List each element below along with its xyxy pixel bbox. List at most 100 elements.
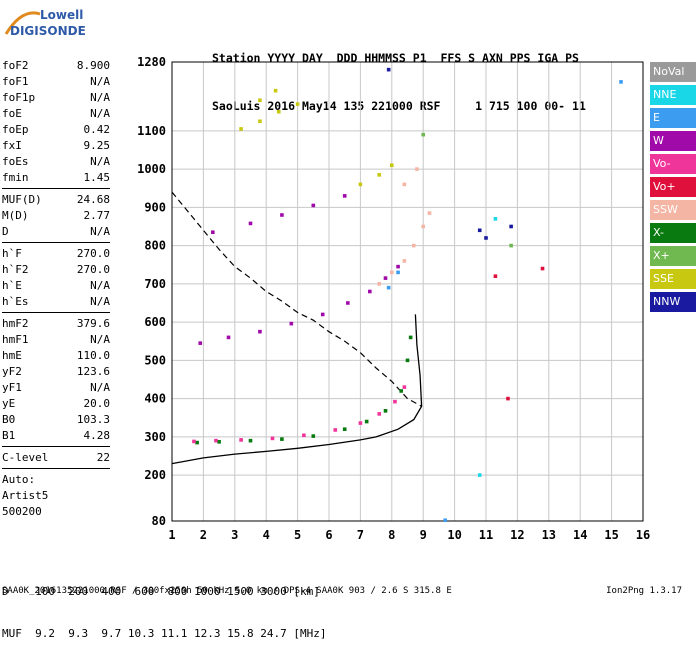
- param-key: h`F: [2, 247, 22, 260]
- data-point: [377, 412, 382, 416]
- data-point: [509, 243, 513, 248]
- data-point: [273, 88, 278, 93]
- param-key: foF2: [2, 59, 29, 72]
- param-key: fxI: [2, 139, 22, 152]
- data-point: [342, 427, 347, 431]
- param-row: hmF1 N/A: [2, 332, 110, 348]
- data-point: [198, 341, 203, 345]
- logo-swoosh-icon: [4, 11, 41, 35]
- data-point: [443, 518, 447, 523]
- legend-item: X-: [650, 223, 696, 243]
- param-row: foEp 0.42: [2, 122, 110, 138]
- y-tick-label: 200: [144, 468, 166, 482]
- y-tick-label: 300: [144, 430, 166, 444]
- x-tick-label: 3: [231, 528, 238, 542]
- data-point: [383, 409, 388, 413]
- legend-item: Vo-: [650, 154, 696, 174]
- param-value: 123.6: [76, 365, 110, 378]
- param-divider: [2, 188, 110, 189]
- legend-item: E: [650, 108, 696, 128]
- param-row: C-level 22: [2, 450, 110, 466]
- parameter-panel: foF2 8.900 foF1 N/A foF1p N/A foE N/A foEp 0.42 fx…: [2, 58, 110, 520]
- y-tick-label: 800: [144, 239, 166, 253]
- data-point: [477, 228, 482, 233]
- param-row: MUF(D) 24.68: [2, 192, 110, 208]
- data-point: [493, 274, 498, 278]
- autoscale-text: 500200: [2, 505, 42, 518]
- param-key: foE: [2, 107, 22, 120]
- param-value: N/A: [90, 225, 110, 238]
- data-point: [619, 80, 623, 84]
- data-point: [540, 266, 545, 271]
- param-row: h`E N/A: [2, 278, 110, 294]
- data-point: [311, 203, 316, 208]
- x-tick-label: 14: [573, 528, 587, 542]
- profile-line-solid: [171, 314, 423, 465]
- param-key: B0: [2, 413, 16, 426]
- data-point: [320, 312, 325, 317]
- param-row: hmE 110.0: [2, 348, 110, 364]
- data-point: [195, 440, 199, 445]
- data-point: [258, 98, 262, 103]
- y-tick-label: 700: [144, 277, 166, 291]
- data-point: [346, 301, 350, 305]
- data-point: [258, 329, 262, 334]
- param-row: hmF2 379.6: [2, 316, 110, 332]
- ionogram-chart: 1 2 3 4 5 6 7 8 9 10 11 12 13 14 15 1680200300400500600…: [137, 55, 650, 542]
- y-tick-label: 500: [144, 353, 166, 367]
- x-tick-label: 2: [200, 528, 207, 542]
- param-value: 1.45: [83, 171, 111, 184]
- param-divider: [2, 468, 110, 469]
- param-value: 22: [96, 451, 110, 464]
- data-point: [280, 437, 284, 441]
- param-value: 103.3: [76, 413, 110, 426]
- legend-item: W: [650, 131, 696, 151]
- data-point: [248, 221, 253, 226]
- legend-item: NNE: [650, 85, 696, 105]
- autoscale-text: Auto:: [2, 473, 36, 486]
- data-point: [506, 396, 510, 401]
- y-tick-label: 400: [144, 392, 166, 406]
- param-key: B1: [2, 429, 16, 442]
- data-point: [415, 167, 419, 171]
- data-point: [239, 438, 243, 442]
- data-point: [358, 421, 363, 425]
- data-point: [358, 182, 363, 187]
- param-key: D: [2, 225, 9, 238]
- data-point: [402, 259, 407, 263]
- param-key: h`Es: [2, 295, 29, 308]
- data-point: [342, 194, 347, 198]
- param-key: foEs: [2, 155, 29, 168]
- param-key: foEp: [2, 123, 29, 136]
- data-point: [311, 434, 316, 438]
- param-key: yF2: [2, 365, 22, 378]
- param-row: foF2 8.900: [2, 58, 110, 74]
- data-point: [239, 127, 243, 131]
- data-point: [364, 419, 369, 424]
- data-point: [396, 270, 400, 275]
- param-value: 270.0: [76, 263, 110, 276]
- muf-table: D 100 200 400 600 800 1000 1500 3000 [km…: [2, 557, 327, 655]
- file-info-footer: SAA0K_2016135221000.RSF / 300fx256h 50 k…: [2, 586, 452, 596]
- legend-item: SSE: [650, 269, 696, 289]
- param-value: N/A: [90, 107, 110, 120]
- param-row: foEs N/A: [2, 154, 110, 170]
- param-value: 270.0: [76, 247, 110, 260]
- param-value: 20.0: [83, 397, 111, 410]
- param-value: N/A: [90, 75, 110, 88]
- param-row: fmin 1.45: [2, 170, 110, 186]
- param-key: hmF1: [2, 333, 29, 346]
- param-value: 0.42: [83, 123, 111, 136]
- param-value: 110.0: [76, 349, 110, 362]
- param-row: foE N/A: [2, 106, 110, 122]
- x-tick-label: 4: [263, 528, 270, 542]
- data-point: [484, 236, 488, 240]
- x-tick-label: 8: [388, 528, 395, 542]
- param-row: yE 20.0: [2, 396, 110, 412]
- data-point: [402, 385, 407, 389]
- data-point: [258, 119, 262, 124]
- data-point: [276, 109, 281, 114]
- param-value: N/A: [90, 279, 110, 292]
- data-point: [390, 163, 394, 168]
- param-row: D N/A: [2, 224, 110, 240]
